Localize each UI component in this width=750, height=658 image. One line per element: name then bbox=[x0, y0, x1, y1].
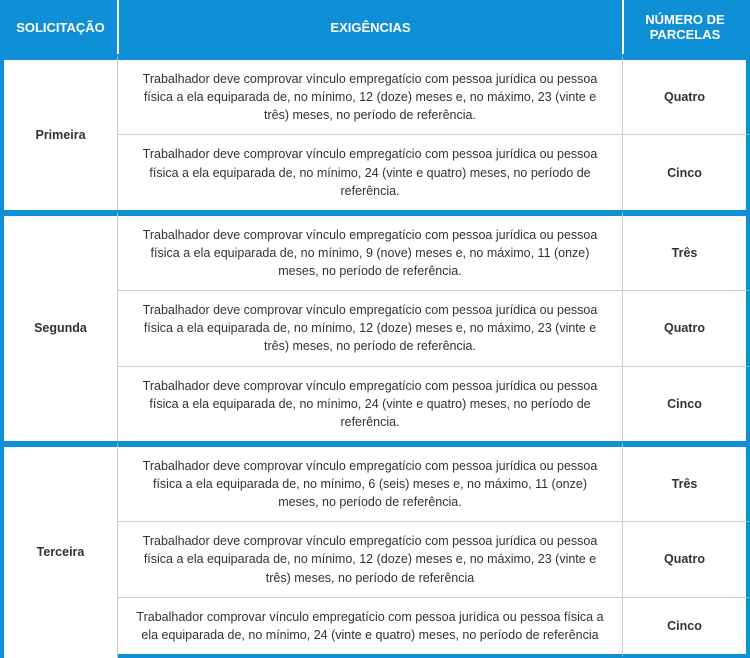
cell-exigencia: Trabalhador deve comprovar vínculo empre… bbox=[118, 54, 623, 134]
table-body: PrimeiraTrabalhador deve comprovar víncu… bbox=[0, 54, 750, 658]
cell-solicitacao: Segunda bbox=[0, 210, 118, 441]
cell-parcelas: Quatro bbox=[623, 54, 750, 134]
table-container: SOLICITAÇÃO EXIGÊNCIAS NÚMERO DE PARCELA… bbox=[0, 0, 750, 658]
requirements-table: SOLICITAÇÃO EXIGÊNCIAS NÚMERO DE PARCELA… bbox=[0, 0, 750, 658]
cell-exigencia: Trabalhador deve comprovar vínculo empre… bbox=[118, 521, 623, 596]
cell-parcelas: Três bbox=[623, 210, 750, 290]
cell-exigencia: Trabalhador comprovar vínculo empregatíc… bbox=[118, 597, 623, 658]
col-header-solicitacao: SOLICITAÇÃO bbox=[0, 0, 118, 54]
cell-solicitacao: Primeira bbox=[0, 54, 118, 210]
cell-solicitacao: Terceira bbox=[0, 441, 118, 658]
col-header-exigencias: EXIGÊNCIAS bbox=[118, 0, 623, 54]
cell-parcelas: Cinco bbox=[623, 366, 750, 441]
cell-exigencia: Trabalhador deve comprovar vínculo empre… bbox=[118, 441, 623, 521]
cell-exigencia: Trabalhador deve comprovar vínculo empre… bbox=[118, 134, 623, 209]
table-row: SegundaTrabalhador deve comprovar víncul… bbox=[0, 210, 750, 290]
cell-parcelas: Cinco bbox=[623, 134, 750, 209]
cell-parcelas: Quatro bbox=[623, 521, 750, 596]
col-header-parcelas: NÚMERO DE PARCELAS bbox=[623, 0, 750, 54]
cell-exigencia: Trabalhador deve comprovar vínculo empre… bbox=[118, 210, 623, 290]
table-header: SOLICITAÇÃO EXIGÊNCIAS NÚMERO DE PARCELA… bbox=[0, 0, 750, 54]
cell-exigencia: Trabalhador deve comprovar vínculo empre… bbox=[118, 366, 623, 441]
table-row: PrimeiraTrabalhador deve comprovar víncu… bbox=[0, 54, 750, 134]
cell-parcelas: Cinco bbox=[623, 597, 750, 658]
table-row: TerceiraTrabalhador deve comprovar víncu… bbox=[0, 441, 750, 521]
cell-parcelas: Três bbox=[623, 441, 750, 521]
cell-exigencia: Trabalhador deve comprovar vínculo empre… bbox=[118, 290, 623, 365]
cell-parcelas: Quatro bbox=[623, 290, 750, 365]
